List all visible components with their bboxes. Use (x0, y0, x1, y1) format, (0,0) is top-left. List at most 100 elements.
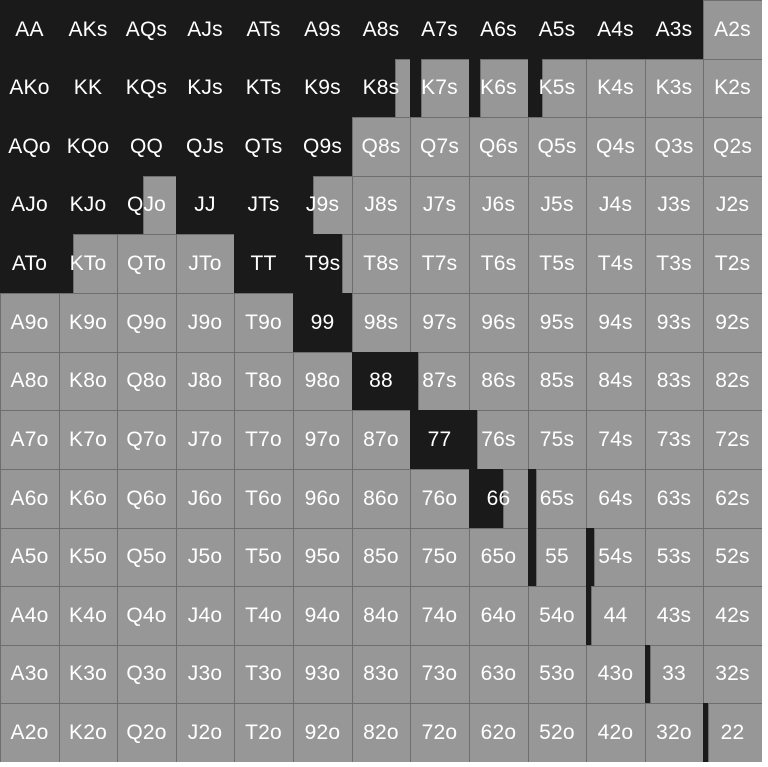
hand-cell-73o[interactable]: 73o (410, 645, 469, 703)
hand-cell-T9o[interactable]: T9o (234, 293, 293, 352)
hand-cell-T6s[interactable]: T6s (469, 234, 528, 293)
hand-cell-T7s[interactable]: T7s (410, 234, 469, 293)
hand-cell-Q8o[interactable]: Q8o (117, 352, 176, 410)
hand-cell-97s[interactable]: 97s (410, 293, 469, 352)
hand-cell-K9o[interactable]: K9o (59, 293, 117, 352)
hand-cell-73s[interactable]: 73s (645, 410, 703, 469)
hand-cell-99[interactable]: 99 (293, 293, 352, 352)
hand-cell-KTs[interactable]: KTs (234, 59, 293, 117)
hand-cell-82o[interactable]: 82o (352, 703, 410, 762)
hand-cell-QTs[interactable]: QTs (234, 117, 293, 176)
hand-cell-64o[interactable]: 64o (469, 586, 528, 645)
hand-cell-Q4o[interactable]: Q4o (117, 586, 176, 645)
hand-cell-JTo[interactable]: JTo (176, 234, 234, 293)
hand-cell-J5o[interactable]: J5o (176, 528, 234, 586)
hand-cell-T4o[interactable]: T4o (234, 586, 293, 645)
hand-cell-K3o[interactable]: K3o (59, 645, 117, 703)
hand-cell-43s[interactable]: 43s (645, 586, 703, 645)
hand-cell-T2s[interactable]: T2s (703, 234, 762, 293)
hand-cell-42s[interactable]: 42s (703, 586, 762, 645)
hand-cell-K5s[interactable]: K5s (528, 59, 586, 117)
hand-cell-53s[interactable]: 53s (645, 528, 703, 586)
hand-cell-K4s[interactable]: K4s (586, 59, 645, 117)
hand-cell-76o[interactable]: 76o (410, 469, 469, 528)
hand-cell-J4s[interactable]: J4s (586, 176, 645, 234)
hand-cell-KTo[interactable]: KTo (59, 234, 117, 293)
hand-cell-KQs[interactable]: KQs (117, 59, 176, 117)
hand-cell-94s[interactable]: 94s (586, 293, 645, 352)
hand-cell-T5o[interactable]: T5o (234, 528, 293, 586)
hand-cell-66[interactable]: 66 (469, 469, 528, 528)
hand-cell-72o[interactable]: 72o (410, 703, 469, 762)
hand-cell-K9s[interactable]: K9s (293, 59, 352, 117)
hand-cell-Q9s[interactable]: Q9s (293, 117, 352, 176)
hand-cell-Q6o[interactable]: Q6o (117, 469, 176, 528)
hand-cell-Q9o[interactable]: Q9o (117, 293, 176, 352)
hand-cell-92o[interactable]: 92o (293, 703, 352, 762)
hand-cell-J4o[interactable]: J4o (176, 586, 234, 645)
hand-cell-98o[interactable]: 98o (293, 352, 352, 410)
hand-cell-Q7o[interactable]: Q7o (117, 410, 176, 469)
hand-cell-J2s[interactable]: J2s (703, 176, 762, 234)
hand-cell-A6s[interactable]: A6s (469, 0, 528, 59)
hand-cell-85o[interactable]: 85o (352, 528, 410, 586)
hand-cell-97o[interactable]: 97o (293, 410, 352, 469)
hand-cell-87o[interactable]: 87o (352, 410, 410, 469)
hand-cell-52o[interactable]: 52o (528, 703, 586, 762)
hand-cell-T3o[interactable]: T3o (234, 645, 293, 703)
hand-cell-Q3o[interactable]: Q3o (117, 645, 176, 703)
hand-cell-Q5s[interactable]: Q5s (528, 117, 586, 176)
hand-cell-J3s[interactable]: J3s (645, 176, 703, 234)
hand-cell-ATs[interactable]: ATs (234, 0, 293, 59)
hand-cell-75o[interactable]: 75o (410, 528, 469, 586)
hand-cell-93o[interactable]: 93o (293, 645, 352, 703)
hand-cell-T3s[interactable]: T3s (645, 234, 703, 293)
hand-cell-Q2s[interactable]: Q2s (703, 117, 762, 176)
hand-cell-AKs[interactable]: AKs (59, 0, 117, 59)
hand-cell-82s[interactable]: 82s (703, 352, 762, 410)
hand-cell-K5o[interactable]: K5o (59, 528, 117, 586)
hand-cell-KQo[interactable]: KQo (59, 117, 117, 176)
hand-cell-Q5o[interactable]: Q5o (117, 528, 176, 586)
hand-cell-85s[interactable]: 85s (528, 352, 586, 410)
hand-cell-K6o[interactable]: K6o (59, 469, 117, 528)
hand-cell-J6s[interactable]: J6s (469, 176, 528, 234)
hand-cell-K7s[interactable]: K7s (410, 59, 469, 117)
hand-cell-83o[interactable]: 83o (352, 645, 410, 703)
hand-cell-95o[interactable]: 95o (293, 528, 352, 586)
hand-cell-J7o[interactable]: J7o (176, 410, 234, 469)
hand-cell-T5s[interactable]: T5s (528, 234, 586, 293)
hand-cell-J8s[interactable]: J8s (352, 176, 410, 234)
hand-cell-74o[interactable]: 74o (410, 586, 469, 645)
hand-cell-96o[interactable]: 96o (293, 469, 352, 528)
hand-cell-J3o[interactable]: J3o (176, 645, 234, 703)
hand-cell-A6o[interactable]: A6o (0, 469, 59, 528)
hand-cell-A7o[interactable]: A7o (0, 410, 59, 469)
hand-cell-T4s[interactable]: T4s (586, 234, 645, 293)
hand-cell-96s[interactable]: 96s (469, 293, 528, 352)
hand-cell-AA[interactable]: AA (0, 0, 59, 59)
hand-cell-AQo[interactable]: AQo (0, 117, 59, 176)
hand-cell-Q4s[interactable]: Q4s (586, 117, 645, 176)
hand-cell-KJs[interactable]: KJs (176, 59, 234, 117)
hand-cell-54o[interactable]: 54o (528, 586, 586, 645)
hand-cell-T8s[interactable]: T8s (352, 234, 410, 293)
hand-cell-86s[interactable]: 86s (469, 352, 528, 410)
hand-cell-33[interactable]: 33 (645, 645, 703, 703)
hand-cell-52s[interactable]: 52s (703, 528, 762, 586)
hand-cell-84s[interactable]: 84s (586, 352, 645, 410)
hand-cell-ATo[interactable]: ATo (0, 234, 59, 293)
hand-cell-AQs[interactable]: AQs (117, 0, 176, 59)
hand-cell-94o[interactable]: 94o (293, 586, 352, 645)
hand-cell-62o[interactable]: 62o (469, 703, 528, 762)
hand-cell-92s[interactable]: 92s (703, 293, 762, 352)
hand-cell-A8s[interactable]: A8s (352, 0, 410, 59)
hand-cell-JTs[interactable]: JTs (234, 176, 293, 234)
hand-cell-32o[interactable]: 32o (645, 703, 703, 762)
hand-cell-65s[interactable]: 65s (528, 469, 586, 528)
hand-cell-A7s[interactable]: A7s (410, 0, 469, 59)
hand-cell-A9o[interactable]: A9o (0, 293, 59, 352)
hand-cell-A3o[interactable]: A3o (0, 645, 59, 703)
hand-cell-Q6s[interactable]: Q6s (469, 117, 528, 176)
hand-cell-A5o[interactable]: A5o (0, 528, 59, 586)
